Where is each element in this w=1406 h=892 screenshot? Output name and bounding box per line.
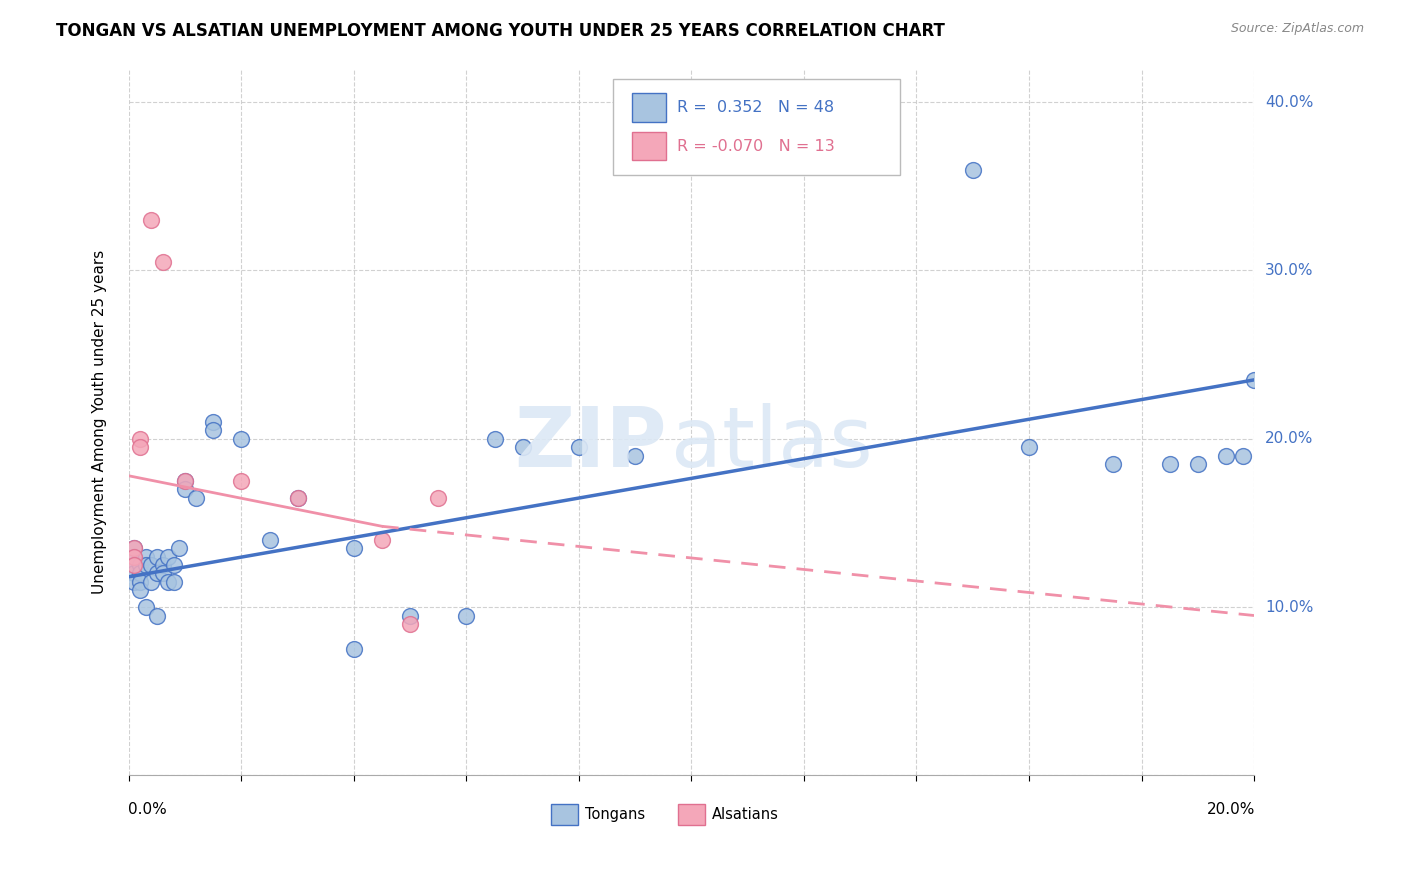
Point xyxy=(124,558,146,572)
Bar xyxy=(631,94,665,121)
Point xyxy=(484,432,506,446)
Point xyxy=(1215,449,1237,463)
Point xyxy=(962,162,984,177)
Point xyxy=(129,566,152,581)
Point xyxy=(1102,457,1125,471)
Text: 20.0%: 20.0% xyxy=(1206,802,1256,817)
Point xyxy=(343,541,366,556)
Text: 0.0%: 0.0% xyxy=(128,802,166,817)
Point xyxy=(1159,457,1181,471)
Point xyxy=(129,432,152,446)
Point xyxy=(146,549,169,564)
Point xyxy=(287,491,309,505)
Point xyxy=(174,483,197,497)
Point xyxy=(231,432,253,446)
Point xyxy=(231,474,253,488)
Text: Source: ZipAtlas.com: Source: ZipAtlas.com xyxy=(1230,22,1364,36)
Point xyxy=(1232,449,1254,463)
Point xyxy=(174,474,197,488)
Text: Alsatians: Alsatians xyxy=(711,807,779,822)
Point xyxy=(152,558,174,572)
Point xyxy=(174,474,197,488)
Point xyxy=(568,440,591,454)
Point xyxy=(157,549,180,564)
Text: 20.0%: 20.0% xyxy=(1265,432,1313,446)
Text: Tongans: Tongans xyxy=(585,807,645,822)
Point xyxy=(624,449,647,463)
Point xyxy=(202,415,225,429)
Bar xyxy=(678,804,704,825)
Point xyxy=(399,608,422,623)
Point xyxy=(427,491,450,505)
Point xyxy=(163,558,186,572)
Bar xyxy=(551,804,578,825)
Bar xyxy=(631,132,665,161)
Point xyxy=(124,541,146,556)
Point xyxy=(141,213,163,227)
Point xyxy=(512,440,534,454)
Point xyxy=(124,558,146,572)
Point xyxy=(371,533,394,547)
Point xyxy=(129,583,152,598)
Point xyxy=(129,440,152,454)
Point xyxy=(399,616,422,631)
Point xyxy=(343,642,366,657)
Y-axis label: Unemployment Among Youth under 25 years: Unemployment Among Youth under 25 years xyxy=(93,250,107,594)
Point xyxy=(141,574,163,589)
Point xyxy=(146,608,169,623)
Text: R = -0.070   N = 13: R = -0.070 N = 13 xyxy=(676,139,835,153)
FancyBboxPatch shape xyxy=(613,79,900,175)
Point xyxy=(141,558,163,572)
Point xyxy=(135,600,157,615)
Text: ZIP: ZIP xyxy=(515,402,666,483)
Point xyxy=(146,566,169,581)
Point xyxy=(259,533,281,547)
Point xyxy=(124,566,146,581)
Point xyxy=(1187,457,1209,471)
Text: atlas: atlas xyxy=(671,402,873,483)
Text: R =  0.352   N = 48: R = 0.352 N = 48 xyxy=(676,100,834,115)
Point xyxy=(129,558,152,572)
Point xyxy=(456,608,478,623)
Point xyxy=(129,574,152,589)
Point xyxy=(163,574,186,589)
Point xyxy=(152,566,174,581)
Point xyxy=(1018,440,1040,454)
Text: 30.0%: 30.0% xyxy=(1265,263,1313,278)
Point xyxy=(135,558,157,572)
Point xyxy=(124,549,146,564)
Point xyxy=(1243,373,1265,387)
Point xyxy=(124,574,146,589)
Point xyxy=(186,491,208,505)
Point xyxy=(124,541,146,556)
Point xyxy=(124,549,146,564)
Text: TONGAN VS ALSATIAN UNEMPLOYMENT AMONG YOUTH UNDER 25 YEARS CORRELATION CHART: TONGAN VS ALSATIAN UNEMPLOYMENT AMONG YO… xyxy=(56,22,945,40)
Point xyxy=(135,549,157,564)
Text: 40.0%: 40.0% xyxy=(1265,95,1313,110)
Point xyxy=(169,541,191,556)
Point xyxy=(157,574,180,589)
Point xyxy=(202,423,225,437)
Point xyxy=(287,491,309,505)
Text: 10.0%: 10.0% xyxy=(1265,599,1313,615)
Point xyxy=(152,255,174,269)
